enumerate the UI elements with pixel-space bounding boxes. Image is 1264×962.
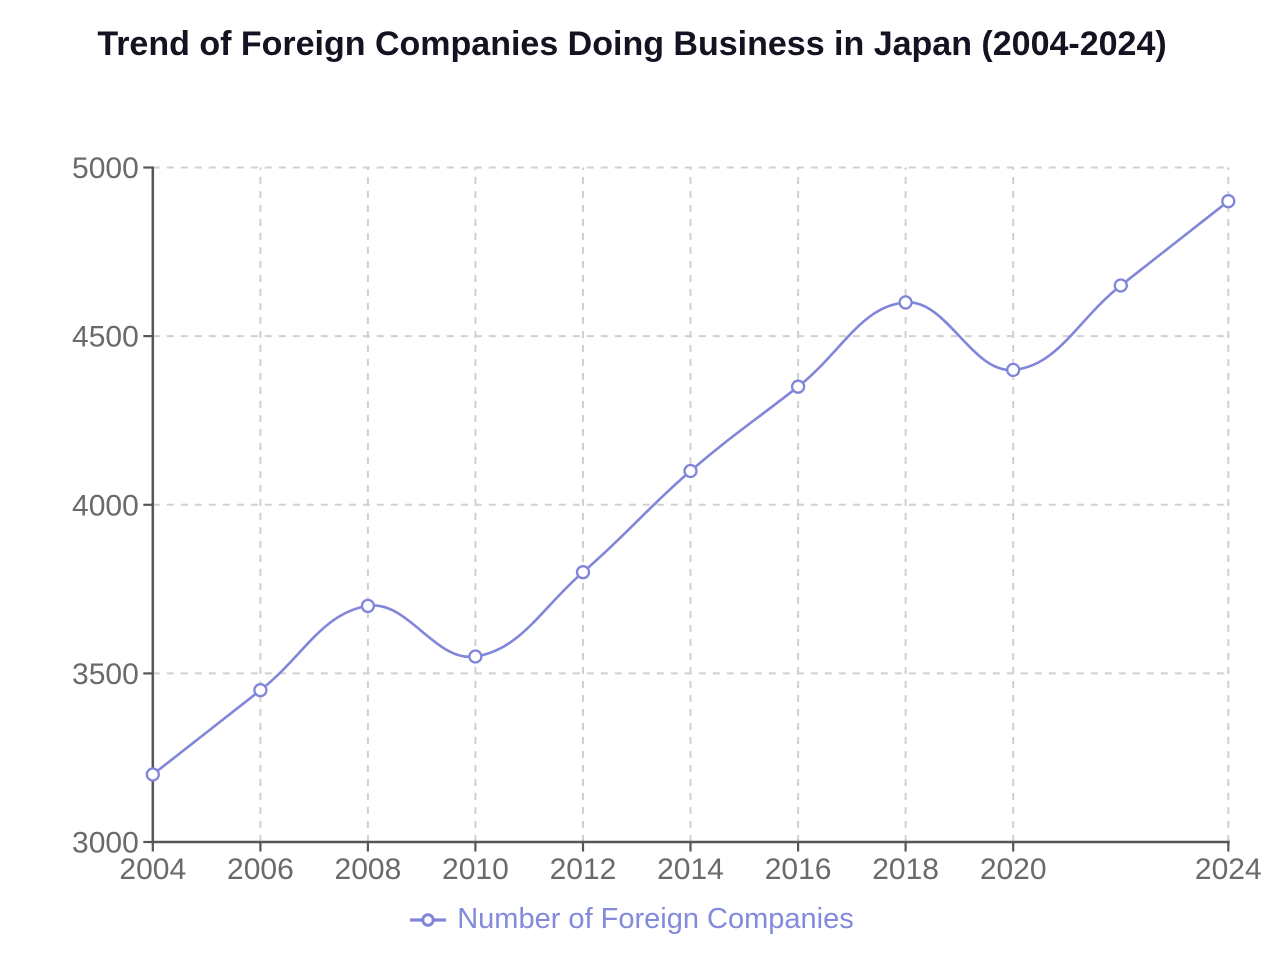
data-point-2022[interactable] bbox=[1113, 278, 1128, 293]
legend[interactable]: Number of Foreign Companies bbox=[0, 903, 1264, 936]
data-point-2018[interactable] bbox=[898, 295, 913, 310]
data-point-2010[interactable] bbox=[468, 649, 483, 664]
data-point-2016[interactable] bbox=[790, 379, 806, 394]
x-tick-label-2016: 2016 bbox=[765, 853, 832, 886]
x-tick-label-2018: 2018 bbox=[872, 853, 939, 886]
x-tick-label-2004: 2004 bbox=[119, 853, 186, 886]
data-point-2004[interactable] bbox=[145, 767, 160, 782]
data-point-2024[interactable] bbox=[1221, 194, 1236, 209]
x-tick-label-2008: 2008 bbox=[335, 853, 402, 886]
y-tick-label-3500: 3500 bbox=[72, 658, 139, 691]
x-tick-label-2012: 2012 bbox=[550, 853, 617, 886]
y-tick-label-4000: 4000 bbox=[72, 489, 139, 522]
data-point-2014[interactable] bbox=[683, 463, 698, 479]
y-tick-label-4500: 4500 bbox=[72, 321, 139, 354]
data-point-2006[interactable] bbox=[253, 683, 268, 698]
x-tick-label-2014: 2014 bbox=[657, 853, 724, 886]
data-point-2012[interactable] bbox=[575, 565, 591, 580]
y-tick-label-3000: 3000 bbox=[72, 827, 139, 860]
x-tick-label-2024: 2024 bbox=[1195, 853, 1262, 886]
x-tick-label-2010: 2010 bbox=[442, 853, 509, 886]
y-tick-label-5000: 5000 bbox=[72, 152, 139, 185]
chart-title: Trend of Foreign Companies Doing Busines… bbox=[97, 25, 1167, 63]
legend-label: Number of Foreign Companies bbox=[457, 903, 854, 935]
x-tick-label-2020: 2020 bbox=[980, 853, 1047, 886]
data-point-2008[interactable] bbox=[360, 598, 376, 614]
legend-marker-icon bbox=[410, 912, 447, 927]
data-point-2020[interactable] bbox=[1006, 362, 1021, 378]
x-tick-label-2006: 2006 bbox=[227, 853, 294, 886]
